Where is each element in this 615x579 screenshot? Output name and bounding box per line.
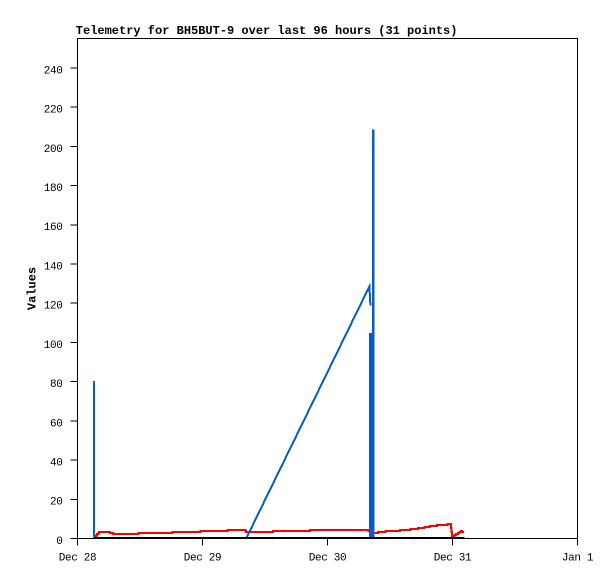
svg-text:Dec 28: Dec 28 <box>59 553 97 565</box>
svg-text:140: 140 <box>44 261 63 273</box>
svg-text:200: 200 <box>44 144 63 156</box>
svg-text:20: 20 <box>50 497 63 509</box>
svg-text:Dec 29: Dec 29 <box>184 553 222 565</box>
svg-text:Telemetry for BH5BUT-9 over la: Telemetry for BH5BUT-9 over last 96 hour… <box>76 24 458 38</box>
svg-text:80: 80 <box>50 379 63 391</box>
svg-text:Dec 31: Dec 31 <box>434 553 472 565</box>
svg-text:180: 180 <box>44 183 63 195</box>
svg-text:40: 40 <box>50 458 63 470</box>
svg-text:60: 60 <box>50 418 63 430</box>
svg-text:100: 100 <box>44 340 63 352</box>
svg-text:240: 240 <box>44 65 63 77</box>
svg-text:160: 160 <box>44 222 63 234</box>
svg-text:220: 220 <box>44 105 63 117</box>
svg-text:0: 0 <box>56 536 62 548</box>
svg-text:Values: Values <box>26 267 40 310</box>
svg-text:120: 120 <box>44 301 63 313</box>
svg-text:Jan 1: Jan 1 <box>562 553 594 565</box>
svg-text:Dec 30: Dec 30 <box>309 553 347 565</box>
